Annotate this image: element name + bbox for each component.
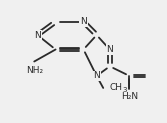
Text: 3: 3 bbox=[122, 87, 127, 93]
Text: NH₂: NH₂ bbox=[26, 66, 43, 75]
Text: N: N bbox=[106, 45, 113, 54]
Text: CH: CH bbox=[110, 83, 123, 92]
Text: N: N bbox=[93, 71, 100, 80]
Text: N: N bbox=[34, 31, 41, 40]
Text: H₂N: H₂N bbox=[121, 92, 138, 101]
Text: N: N bbox=[80, 17, 87, 26]
